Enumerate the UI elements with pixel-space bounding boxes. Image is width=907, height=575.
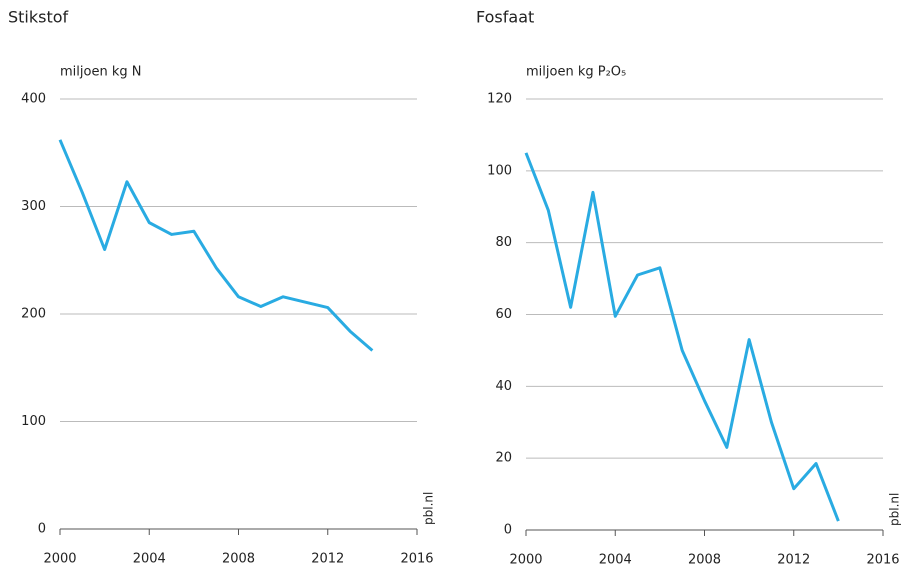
x-tick-label: 2012 <box>311 552 344 567</box>
data-line <box>524 152 840 522</box>
x-tick-label: 2000 <box>43 552 76 567</box>
chart-title: Fosfaat <box>476 8 534 27</box>
x-tick-label: 2008 <box>222 552 255 567</box>
y-tick-label: 120 <box>487 92 512 107</box>
y-axis-label: miljoen kg N <box>60 65 141 80</box>
x-tick-label: 2008 <box>688 553 721 568</box>
x-tick-label: 2000 <box>509 553 542 568</box>
chart-title: Stikstof <box>8 8 69 27</box>
x-tick-label: 2016 <box>400 552 433 567</box>
y-tick-label: 80 <box>495 235 512 250</box>
y-tick-label: 400 <box>21 92 46 107</box>
y-tick-label: 0 <box>504 523 512 538</box>
y-tick-label: 0 <box>38 522 46 537</box>
y-tick-label: 20 <box>495 451 512 466</box>
source-label: pbl.nl <box>422 492 436 525</box>
y-axis-label: miljoen kg P₂O₅ <box>526 65 626 80</box>
y-tick-label: 60 <box>495 307 512 322</box>
y-tick-label: 100 <box>21 414 46 429</box>
y-tick-label: 100 <box>487 163 512 178</box>
y-tick-label: 300 <box>21 199 46 214</box>
y-tick-label: 200 <box>21 307 46 322</box>
x-tick-label: 2004 <box>133 552 166 567</box>
data-line <box>58 139 374 352</box>
x-tick-label: 2004 <box>599 553 632 568</box>
source-label: pbl.nl <box>888 493 902 526</box>
x-tick-label: 2016 <box>866 553 899 568</box>
y-tick-label: 40 <box>495 379 512 394</box>
x-tick-label: 2012 <box>777 553 810 568</box>
